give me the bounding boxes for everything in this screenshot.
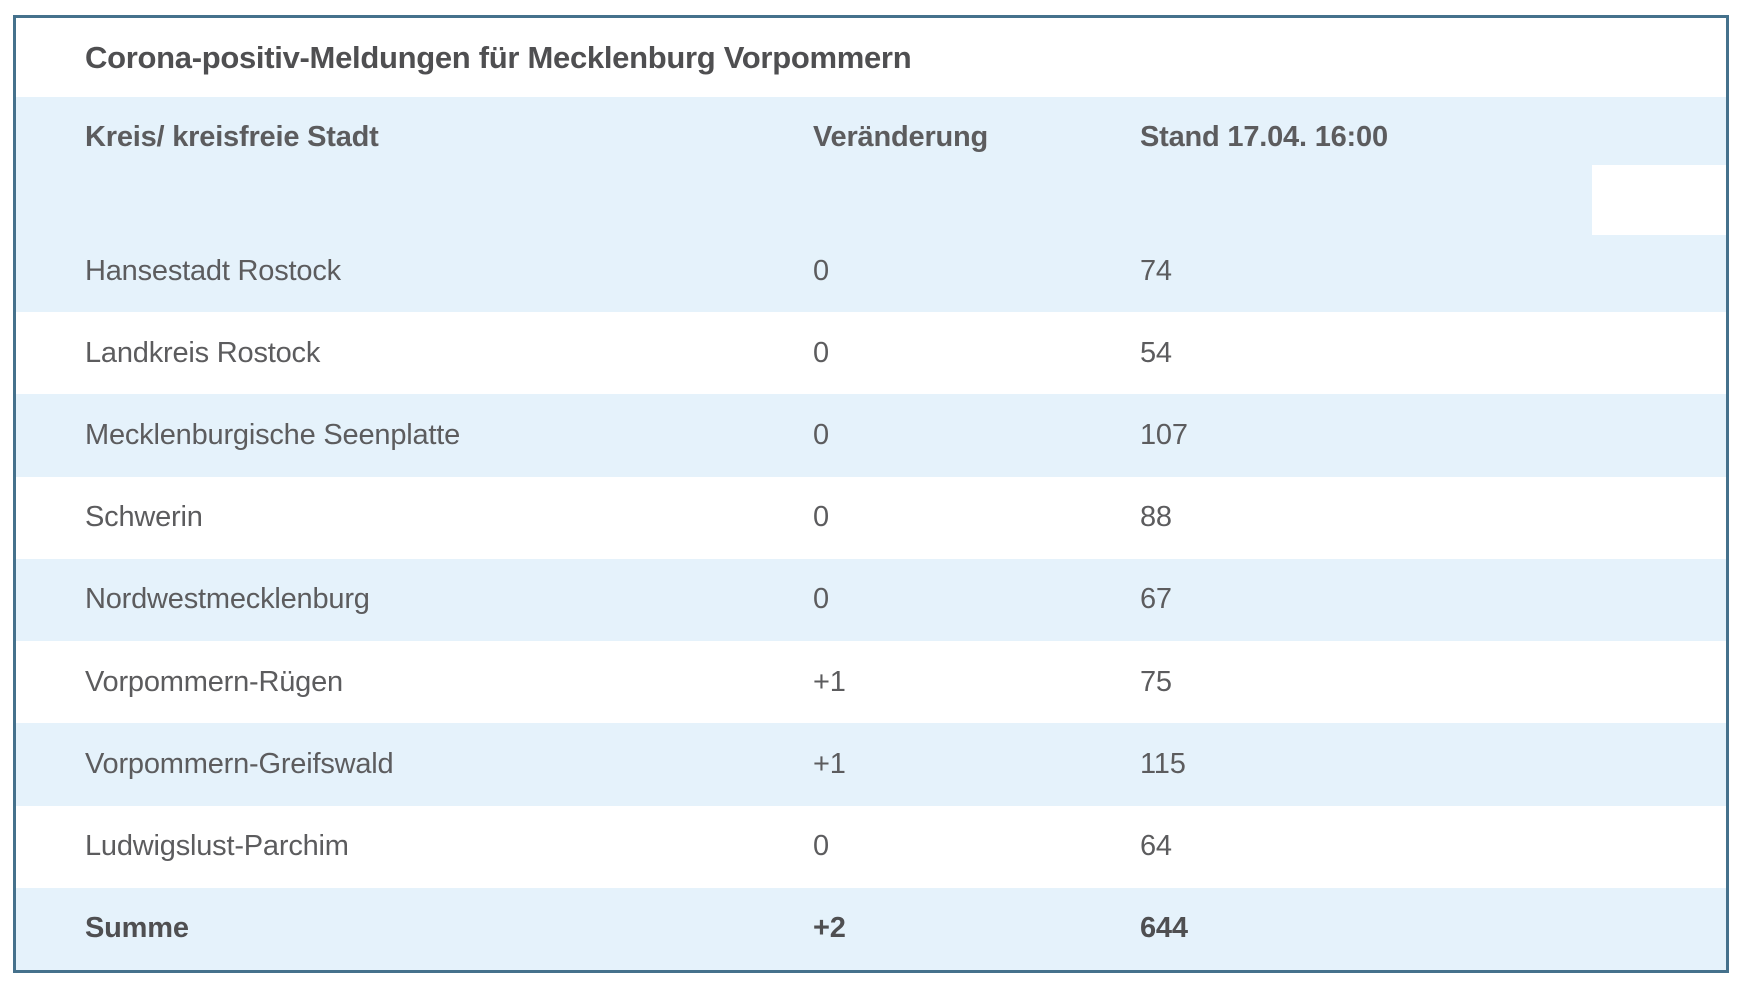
cell-kreis: Hansestadt Rostock: [85, 254, 341, 287]
cell-stand: 107: [1140, 419, 1188, 452]
column-header-kreis: Kreis/ kreisfreie Stadt: [85, 121, 379, 153]
cell-veraenderung: +1: [813, 665, 846, 698]
column-header-veraenderung: Veränderung: [813, 121, 989, 153]
cell-veraenderung: 0: [813, 501, 829, 534]
table-row: Landkreis Rostock 0 54: [16, 312, 1726, 395]
cell-stand: 115: [1140, 747, 1186, 780]
cell-kreis: Ludwigslust-Parchim: [85, 830, 349, 863]
table-total-row: Summe +2 644: [16, 887, 1726, 970]
cell-kreis: Vorpommern-Rügen: [85, 665, 343, 698]
cell-veraenderung: 0: [813, 419, 829, 452]
cell-stand: 54: [1140, 336, 1172, 369]
cell-veraenderung: 0: [813, 336, 829, 369]
cell-stand: 67: [1140, 583, 1172, 616]
table-row: Vorpommern-Greifswald +1 115: [16, 723, 1726, 806]
data-table: Corona-positiv-Meldungen für Mecklenburg…: [13, 15, 1729, 973]
cell-kreis: Vorpommern-Greifswald: [85, 747, 394, 780]
table-row: Mecklenburgische Seenplatte 0 107: [16, 394, 1726, 477]
cell-veraenderung: 0: [813, 830, 829, 863]
table-row: Nordwestmecklenburg 0 67: [16, 558, 1726, 642]
cell-kreis: Landkreis Rostock: [85, 336, 321, 369]
cell-stand: 75: [1140, 665, 1172, 698]
table-row: Ludwigslust-Parchim 0 64: [16, 805, 1726, 888]
cell-stand: 64: [1140, 830, 1172, 863]
title-row: Corona-positiv-Meldungen für Mecklenburg…: [16, 18, 1726, 97]
cell-stand: 74: [1140, 254, 1172, 287]
table-row: Vorpommern-Rügen +1 75: [16, 641, 1726, 724]
cell-kreis: Mecklenburgische Seenplatte: [85, 419, 461, 452]
table-header-row: Kreis/ kreisfreie Stadt Veränderung Stan…: [16, 97, 1726, 230]
cell-stand: 88: [1140, 501, 1172, 534]
cell-kreis: Nordwestmecklenburg: [85, 583, 370, 616]
cell-veraenderung: 0: [813, 583, 829, 616]
cell-veraenderung: 0: [813, 254, 829, 287]
cell-kreis: Summe: [85, 912, 189, 945]
page-title: Corona-positiv-Meldungen für Mecklenburg…: [85, 39, 912, 75]
header-empty-cell: [1592, 165, 1726, 235]
cell-veraenderung: +1: [813, 747, 846, 780]
cell-kreis: Schwerin: [85, 501, 203, 534]
table-row: Hansestadt Rostock 0 74: [16, 230, 1726, 313]
cell-veraenderung: +2: [813, 912, 846, 945]
column-header-stand: Stand 17.04. 16:00: [1140, 121, 1388, 153]
cell-stand: 644: [1140, 912, 1188, 945]
table-row: Schwerin 0 88: [16, 476, 1726, 559]
